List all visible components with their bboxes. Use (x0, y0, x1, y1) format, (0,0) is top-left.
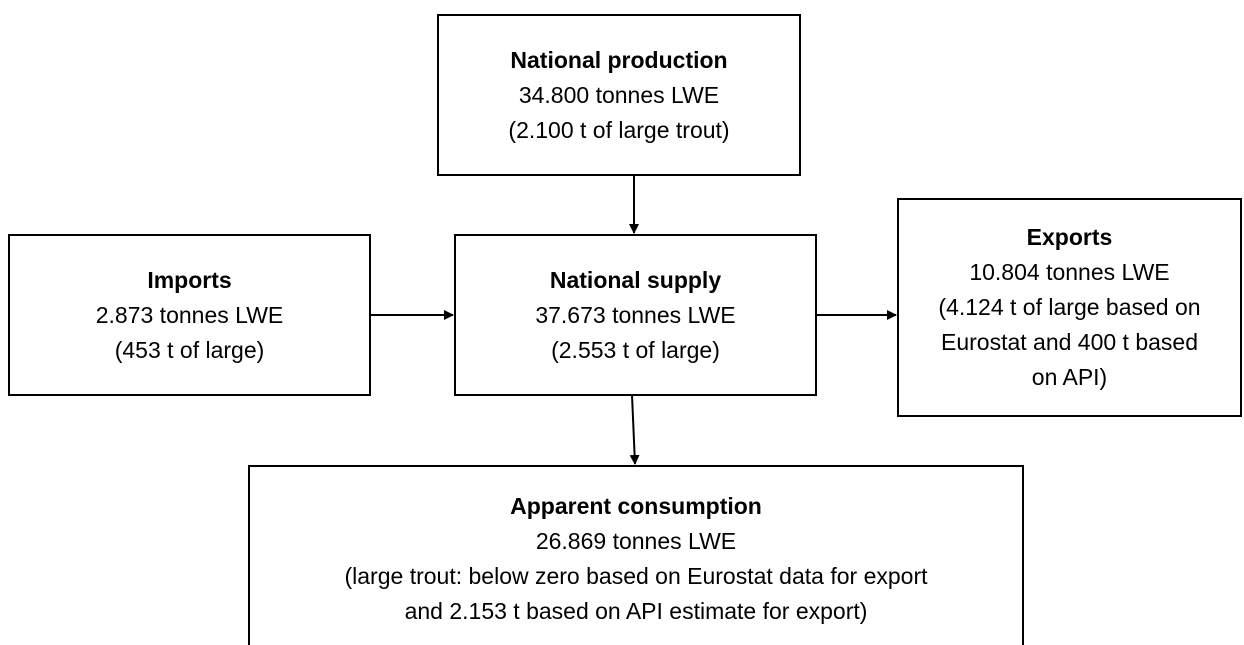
node-box: Exports 10.804 tonnes LWE (4.124 t of larg… (897, 198, 1242, 417)
node-box: National supply 37.673 tonnes LWE (2.553 t… (454, 234, 817, 396)
node-box: Apparent consumption 26.869 tonnes LWE (la… (248, 465, 1024, 645)
node-line: (2.553 t of large) (551, 336, 720, 363)
node-box: Imports 2.873 tonnes LWE (453 t of large) (8, 234, 371, 396)
node-title: National production (510, 46, 728, 73)
node-line: 10.804 tonnes LWE (969, 259, 1170, 285)
node-line: 34.800 tonnes LWE (518, 81, 720, 108)
node-line: (453 t of large) (114, 336, 265, 363)
node-line: (4.124 t of large based on (938, 294, 1201, 320)
node-box: National production 34.800 tonnes LWE (2.1… (437, 14, 801, 176)
node-line: 37.673 tonnes LWE (535, 301, 736, 328)
node-line: (2.100 t of large trout) (508, 116, 730, 143)
node-title: Imports (147, 266, 232, 293)
node-line: 2.873 tonnes LWE (95, 301, 284, 328)
node-line: Eurostat and 400 t based (940, 329, 1199, 355)
node-title: Exports (1026, 224, 1113, 250)
node-title: Apparent consumption (510, 493, 762, 519)
node-title: National supply (549, 266, 722, 293)
node-line: and 2.153 t based on API estimate for ex… (404, 598, 868, 624)
node-line: (large trout: below zero based on Eurost… (344, 563, 928, 589)
arrow (629, 394, 640, 465)
node-line: 26.869 tonnes LWE (535, 528, 737, 554)
node-line: on API) (1031, 364, 1108, 390)
